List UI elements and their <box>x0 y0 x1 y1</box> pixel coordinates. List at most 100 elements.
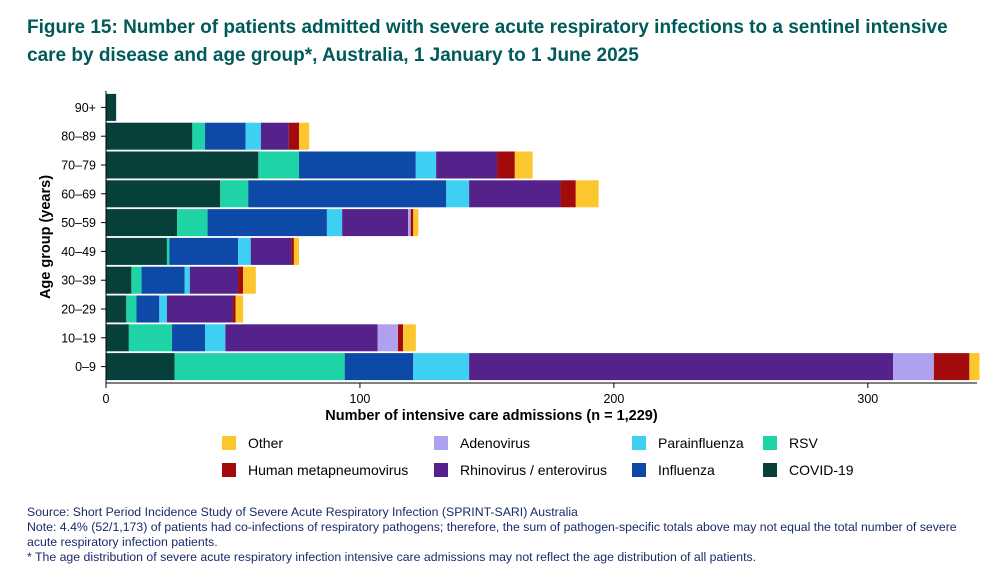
y-tick-label: 20–29 <box>61 303 96 317</box>
bar-covid-19-30-39 <box>106 266 132 294</box>
bar-other-40-49 <box>293 237 299 265</box>
bar-influenza-0-9 <box>344 353 414 381</box>
bar-parainfluenza-70-79 <box>415 151 437 179</box>
bar-parainfluenza-80-89 <box>245 122 261 150</box>
bar-influenza-50-59 <box>207 209 327 237</box>
y-tick-label: 30–39 <box>61 274 96 288</box>
legend-label-parainfluenza: Parainfluenza <box>658 435 744 451</box>
bar-covid-19-0-9 <box>106 353 175 381</box>
bar-rhinovirus-enterovirus-80-89 <box>260 122 289 150</box>
y-axis-label: Age group (years) <box>38 175 54 299</box>
bar-influenza-20-29 <box>136 295 160 323</box>
bar-rhinovirus-enterovirus-30-39 <box>189 266 239 294</box>
legend-label-covid-19: COVID-19 <box>789 462 854 478</box>
bar-other-60-69 <box>575 180 599 208</box>
bar-parainfluenza-30-39 <box>184 266 190 294</box>
bar-human-metapneumovirus-30-39 <box>238 266 244 294</box>
y-tick-label: 0–9 <box>75 360 96 374</box>
bar-other-50-59 <box>413 209 419 237</box>
bar-rsv-60-69 <box>220 180 249 208</box>
bar-human-metapneumovirus-0-9 <box>933 353 970 381</box>
bar-rhinovirus-enterovirus-70-79 <box>436 151 498 179</box>
legend-swatch-adenovirus <box>434 436 448 450</box>
y-tick-label: 40–49 <box>61 245 96 259</box>
bar-covid-19-80-89 <box>106 122 193 150</box>
bar-covid-19-90 <box>106 93 117 121</box>
bar-rhinovirus-enterovirus-0-9 <box>469 353 894 381</box>
legend-swatch-other <box>222 436 236 450</box>
bar-parainfluenza-20-29 <box>159 295 167 323</box>
y-tick-label: 90+ <box>75 101 96 115</box>
bar-rhinovirus-enterovirus-50-59 <box>342 209 409 237</box>
bar-influenza-30-39 <box>141 266 185 294</box>
bar-rhinovirus-enterovirus-10-19 <box>225 324 378 352</box>
bar-influenza-10-19 <box>172 324 206 352</box>
bar-adenovirus-50-59 <box>408 209 411 237</box>
stacked-bar-chart: 90+ 80–89 70–79 60–69 50–59 40–49 30–39 20–29 10… <box>38 91 980 478</box>
bar-parainfluenza-10-19 <box>205 324 226 352</box>
bar-human-metapneumovirus-60-69 <box>560 180 576 208</box>
y-tick-label: 50–59 <box>61 216 96 230</box>
figure-title: Figure 15: Number of patients admitted w… <box>27 17 948 66</box>
bar-covid-19-70-79 <box>106 151 259 179</box>
bar-covid-19-60-69 <box>106 180 221 208</box>
bar-parainfluenza-40-49 <box>238 237 251 265</box>
figure-notes: Source: Short Period Incidence Study of … <box>27 505 987 565</box>
bar-rsv-80-89 <box>192 122 206 150</box>
bar-influenza-60-69 <box>248 180 447 208</box>
bar-human-metapneumovirus-10-19 <box>398 324 404 352</box>
bar-rsv-70-79 <box>258 151 299 179</box>
bar-other-80-89 <box>298 122 310 150</box>
co-infection-note: Note: 4.4% (52/1,173) of patients had co… <box>27 520 957 549</box>
bar-influenza-40-49 <box>169 237 239 265</box>
bar-rsv-30-39 <box>131 266 142 294</box>
x-axis-label: Number of intensive care admissions (n =… <box>325 408 658 424</box>
bar-influenza-70-79 <box>298 151 416 179</box>
bar-covid-19-40-49 <box>106 237 167 265</box>
legend-label-influenza: Influenza <box>658 462 715 478</box>
bar-rsv-0-9 <box>174 353 345 381</box>
bar-parainfluenza-0-9 <box>413 353 470 381</box>
bar-human-metapneumovirus-80-89 <box>288 122 299 150</box>
bar-rsv-50-59 <box>177 209 208 237</box>
bar-human-metapneumovirus-70-79 <box>497 151 515 179</box>
legend-swatch-influenza <box>632 463 646 477</box>
bar-rhinovirus-enterovirus-20-29 <box>166 295 233 323</box>
bar-other-30-39 <box>243 266 256 294</box>
bar-rhinovirus-enterovirus-60-69 <box>469 180 561 208</box>
bar-other-0-9 <box>969 353 980 381</box>
bar-covid-19-20-29 <box>106 295 127 323</box>
bar-other-70-79 <box>514 151 533 179</box>
x-tick-label: 100 <box>350 392 371 406</box>
legend-label-rhinovirus-enterovirus: Rhinovirus / enterovirus <box>460 462 607 478</box>
bar-covid-19-10-19 <box>106 324 129 352</box>
age-distribution-footnote: * The age distribution of severe acute r… <box>27 550 757 564</box>
x-tick-label: 200 <box>603 392 624 406</box>
y-tick-label: 80–89 <box>61 130 96 144</box>
legend-label-human-metapneumovirus: Human metapneumovirus <box>248 462 408 478</box>
legend-swatch-rhinovirus-enterovirus <box>434 463 448 477</box>
legend-label-rsv: RSV <box>789 435 818 451</box>
bar-human-metapneumovirus-50-59 <box>410 209 414 237</box>
bar-human-metapneumovirus-20-29 <box>232 295 236 323</box>
bar-influenza-80-89 <box>205 122 246 150</box>
bar-rsv-20-29 <box>126 295 137 323</box>
legend-swatch-parainfluenza <box>632 436 646 450</box>
bar-rsv-40-49 <box>166 237 170 265</box>
y-tick-label: 10–19 <box>61 331 96 345</box>
bar-parainfluenza-60-69 <box>446 180 470 208</box>
bar-other-10-19 <box>403 324 416 352</box>
bar-rsv-10-19 <box>128 324 173 352</box>
y-tick-label: 60–69 <box>61 187 96 201</box>
x-tick-label: 300 <box>857 392 878 406</box>
legend-label-other: Other <box>248 435 283 451</box>
x-tick-label: 0 <box>103 392 110 406</box>
source-note: Source: Short Period Incidence Study of … <box>27 505 578 519</box>
bar-adenovirus-0-9 <box>893 353 934 381</box>
legend-swatch-rsv <box>763 436 777 450</box>
bar-other-20-29 <box>235 295 244 323</box>
bar-covid-19-50-59 <box>106 209 178 237</box>
bar-human-metapneumovirus-40-49 <box>291 237 294 265</box>
legend-swatch-covid-19 <box>763 463 777 477</box>
legend-swatch-human-metapneumovirus <box>222 463 236 477</box>
